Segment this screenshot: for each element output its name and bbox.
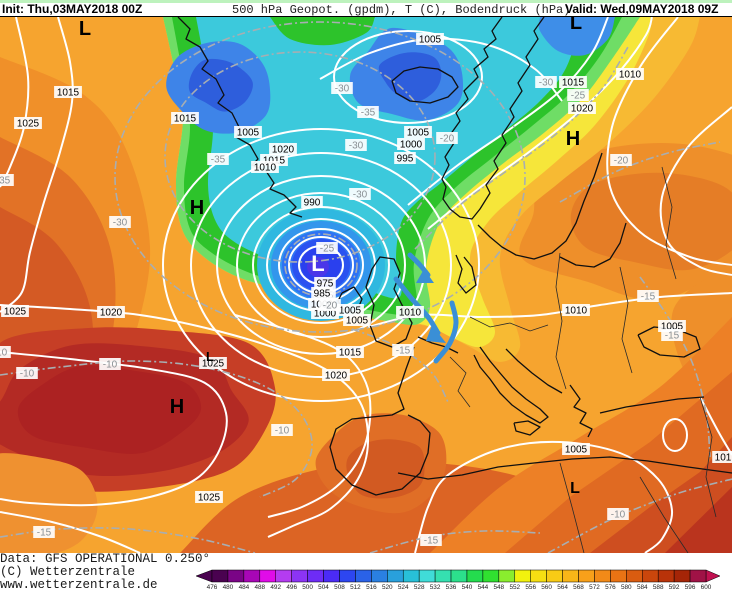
svg-text:492: 492 (270, 584, 281, 591)
svg-text:-15: -15 (424, 536, 439, 547)
svg-text:1005: 1005 (419, 35, 442, 46)
svg-text:-35: -35 (361, 108, 376, 119)
svg-text:596: 596 (685, 584, 696, 591)
svg-text:544: 544 (478, 584, 489, 591)
svg-text:564: 564 (557, 584, 568, 591)
svg-text:1010: 1010 (619, 70, 642, 81)
svg-text:-20: -20 (323, 301, 338, 312)
svg-text:1005: 1005 (237, 128, 260, 139)
svg-text:-15: -15 (665, 331, 680, 342)
svg-text:995: 995 (397, 154, 414, 165)
svg-text:1015: 1015 (57, 88, 80, 99)
svg-text:-30: -30 (335, 84, 350, 95)
svg-text:1020: 1020 (100, 308, 123, 319)
svg-text:592: 592 (669, 584, 680, 591)
svg-text:-10: -10 (275, 426, 290, 437)
svg-text:508: 508 (334, 584, 345, 591)
svg-text:476: 476 (207, 584, 218, 591)
svg-text:1015: 1015 (339, 348, 362, 359)
svg-text:520: 520 (382, 584, 393, 591)
svg-text:524: 524 (398, 584, 409, 591)
svg-text:-15: -15 (396, 346, 411, 357)
svg-text:1025: 1025 (4, 307, 27, 318)
svg-text:-35: -35 (211, 155, 226, 166)
svg-text:1005: 1005 (661, 322, 684, 333)
svg-text:-25: -25 (571, 91, 586, 102)
svg-text:1025: 1025 (17, 119, 40, 130)
svg-text:L: L (570, 17, 582, 34)
svg-text:552: 552 (509, 584, 520, 591)
svg-text:-20: -20 (614, 156, 629, 167)
svg-text:572: 572 (589, 584, 600, 591)
svg-text:-35: -35 (0, 176, 11, 187)
svg-text:532: 532 (430, 584, 441, 591)
svg-text:1000: 1000 (314, 309, 337, 320)
svg-text:L: L (311, 251, 324, 276)
svg-text:1010: 1010 (399, 308, 422, 319)
svg-text:990: 990 (304, 198, 321, 209)
svg-text:1005: 1005 (407, 128, 430, 139)
svg-text:568: 568 (573, 584, 584, 591)
svg-text:-25: -25 (320, 244, 335, 255)
svg-text:516: 516 (366, 584, 377, 591)
svg-text:1020: 1020 (272, 145, 295, 156)
svg-text:1005: 1005 (565, 445, 588, 456)
svg-text:1015: 1015 (562, 78, 585, 89)
svg-text:1010: 1010 (254, 163, 277, 174)
svg-text:540: 540 (462, 584, 473, 591)
svg-text:548: 548 (493, 584, 504, 591)
svg-text:512: 512 (350, 584, 361, 591)
svg-text:600: 600 (701, 584, 712, 591)
svg-text:101: 101 (715, 453, 732, 464)
svg-text:584: 584 (637, 584, 648, 591)
svg-text:480: 480 (223, 584, 234, 591)
svg-text:985: 985 (314, 289, 331, 300)
svg-text:1005: 1005 (339, 306, 362, 317)
svg-text:496: 496 (286, 584, 297, 591)
svg-text:588: 588 (653, 584, 664, 591)
svg-text:1010: 1010 (565, 306, 588, 317)
svg-text:528: 528 (414, 584, 425, 591)
svg-text:-15: -15 (641, 292, 656, 303)
svg-text:-20: -20 (440, 134, 455, 145)
svg-text:-30: -30 (353, 190, 368, 201)
svg-text:L: L (79, 18, 91, 40)
svg-text:H: H (170, 396, 184, 418)
svg-text:1000: 1000 (400, 140, 423, 151)
svg-text:1025: 1025 (202, 359, 225, 370)
svg-text:-30: -30 (539, 78, 554, 89)
svg-text:504: 504 (318, 584, 329, 591)
svg-text:580: 580 (621, 584, 632, 591)
svg-text:-15: -15 (37, 528, 52, 539)
svg-text:1020: 1020 (325, 371, 348, 382)
svg-text:H: H (566, 128, 580, 150)
svg-text:1020: 1020 (571, 104, 594, 115)
svg-text:1005: 1005 (346, 316, 369, 327)
svg-text:L: L (570, 480, 580, 497)
svg-text:-10: -10 (0, 348, 8, 359)
svg-text:488: 488 (254, 584, 265, 591)
svg-text:1025: 1025 (198, 493, 221, 504)
svg-text:-10: -10 (611, 510, 626, 521)
svg-text:500: 500 (302, 584, 313, 591)
svg-text:-30: -30 (349, 141, 364, 152)
svg-text:1015: 1015 (174, 114, 197, 125)
svg-text:536: 536 (446, 584, 457, 591)
svg-text:975: 975 (317, 279, 334, 290)
svg-text:-10: -10 (103, 360, 118, 371)
svg-text:556: 556 (525, 584, 536, 591)
svg-text:576: 576 (605, 584, 616, 591)
svg-text:484: 484 (239, 584, 250, 591)
svg-text:H: H (190, 197, 204, 219)
svg-text:-10: -10 (20, 369, 35, 380)
svg-text:-30: -30 (113, 218, 128, 229)
svg-text:560: 560 (541, 584, 552, 591)
svg-text:L: L (206, 349, 214, 364)
